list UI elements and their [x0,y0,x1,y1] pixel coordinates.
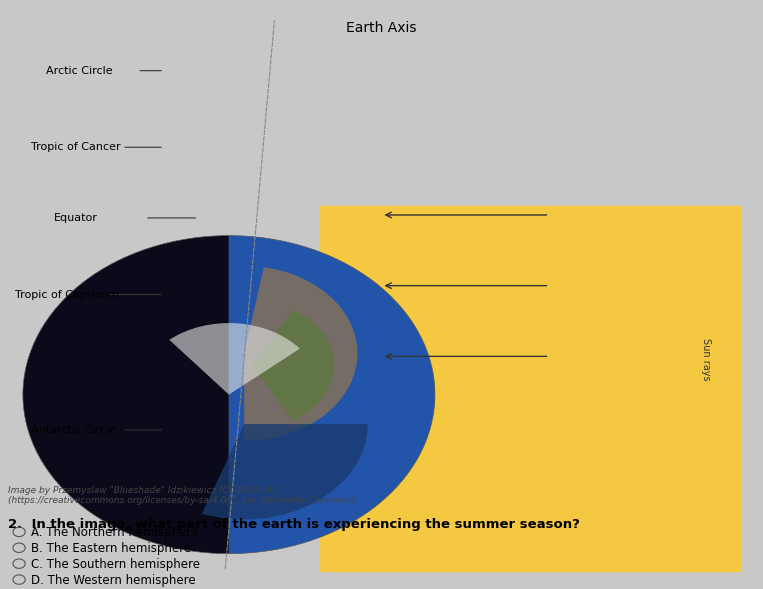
Text: 2.  In the image, what part of the earth is experiencing the summer season?: 2. In the image, what part of the earth … [8,518,580,531]
Text: A. The Northern hemisphere: A. The Northern hemisphere [31,526,198,539]
Text: D. The Western hemisphere: D. The Western hemisphere [31,574,195,587]
Wedge shape [252,310,334,421]
Text: Arctic Circle: Arctic Circle [46,66,112,75]
Wedge shape [244,267,357,441]
Text: B. The Eastern hemisphere: B. The Eastern hemisphere [31,542,191,555]
Wedge shape [229,236,435,554]
Wedge shape [169,323,300,395]
Text: Image by Przemyslaw "Blueshade" Idzikiewicz [CC BY-SA 4.0
(https://creativecommo: Image by Przemyslaw "Blueshade" Idzikiew… [8,486,356,505]
Text: C. The Southern hemisphere: C. The Southern hemisphere [31,558,199,571]
Text: Earth Axis: Earth Axis [346,21,417,35]
Text: Sun rays: Sun rays [700,338,711,380]
Text: Equator: Equator [53,213,98,223]
Wedge shape [23,236,229,554]
Text: Tropic of Capricorn: Tropic of Capricorn [15,290,119,299]
Wedge shape [202,424,368,519]
Text: Antarctic Circle: Antarctic Circle [31,425,115,435]
Bar [320,206,740,571]
Text: Tropic of Cancer: Tropic of Cancer [31,143,120,152]
